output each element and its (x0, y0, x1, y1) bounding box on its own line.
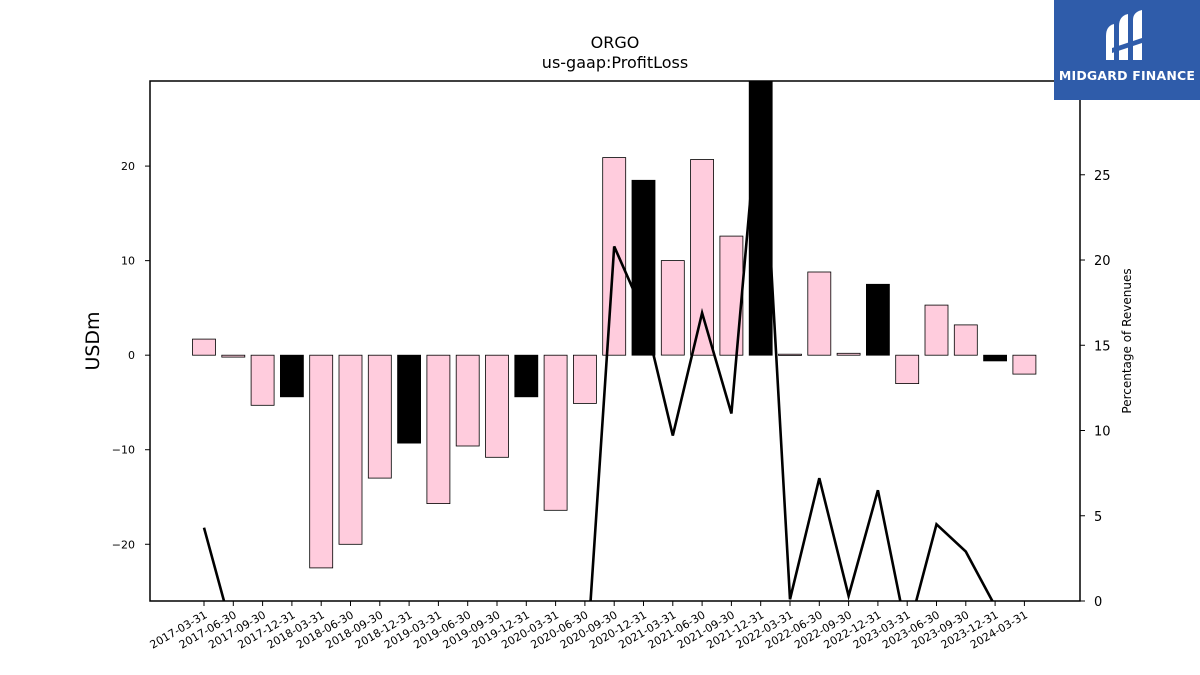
bar-2018-09-30 (367, 354, 392, 479)
logo-text: MIDGARD FINANCE (1058, 68, 1196, 83)
bar-2023-12-31 (983, 354, 1007, 362)
bar-2017-09-30 (250, 354, 275, 406)
bar-2022-03-31 (778, 353, 802, 356)
chart-title: ORGO (591, 33, 640, 52)
y-axis-label: USDm (82, 311, 104, 370)
y2-tick-label: 0 (1094, 595, 1102, 610)
y2-tick-label: 20 (1094, 254, 1111, 269)
y-tick-label: −10 (112, 444, 135, 457)
y-tick-label: −20 (112, 538, 135, 551)
bar-2017-12-31 (279, 354, 304, 398)
bar-2023-03-31 (895, 354, 920, 385)
brand-logo: MIDGARD FINANCE (1054, 0, 1200, 100)
plot-frame (149, 80, 1081, 602)
bar-2018-06-30 (338, 354, 363, 545)
bar-2021-03-31 (660, 260, 685, 356)
y2-tick-label: 10 (1094, 425, 1111, 440)
chart-subtitle: us-gaap:ProfitLoss (542, 53, 688, 72)
bars (192, 81, 1037, 569)
y-tick-label: 10 (121, 255, 135, 268)
bar-2020-06-30 (573, 354, 597, 404)
y2-tick-label: 5 (1094, 510, 1102, 525)
y2-tick-label: 25 (1094, 169, 1111, 184)
y2-tick-label: 15 (1094, 339, 1111, 354)
bar-2021-06-30 (690, 159, 714, 356)
bar-2018-12-31 (397, 354, 422, 444)
y-tick-label: 0 (128, 349, 135, 362)
bar-2017-06-30 (221, 354, 246, 358)
bar-2019-06-30 (455, 354, 480, 447)
y-tick-label: 20 (121, 160, 135, 173)
bar-2019-09-30 (485, 354, 509, 458)
y2-axis-label: Percentage of Revenues (1120, 268, 1134, 413)
bar-2022-06-30 (807, 271, 832, 356)
bar-2017-03-31 (192, 338, 216, 356)
bar-2019-03-31 (426, 354, 451, 505)
bar-2020-12-31 (631, 179, 656, 356)
line-layer (202, 81, 994, 601)
midgard-logo-icon (1106, 10, 1142, 60)
bar-2020-03-31 (543, 354, 568, 511)
bar-2023-09-30 (953, 324, 978, 356)
bar-2023-06-30 (924, 304, 949, 356)
bar-2021-09-30 (719, 235, 744, 356)
percentage-line (202, 81, 994, 601)
bar-2022-12-31 (866, 283, 890, 356)
bar-2018-03-31 (309, 354, 334, 569)
bar-2022-09-30 (836, 352, 861, 356)
bar-2024-03-31 (1012, 354, 1037, 375)
bar-2019-12-31 (514, 354, 539, 398)
